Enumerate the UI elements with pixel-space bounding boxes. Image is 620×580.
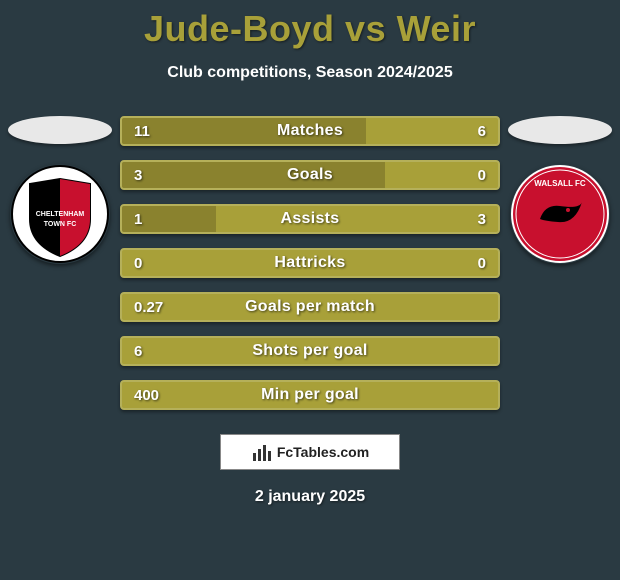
chart-icon (251, 441, 273, 463)
stat-label: Min per goal (122, 382, 498, 408)
stat-label: Assists (122, 206, 498, 232)
stat-row: 0Hattricks0 (120, 248, 500, 278)
stat-label: Goals (122, 162, 498, 188)
stat-label: Goals per match (122, 294, 498, 320)
stat-label: Shots per goal (122, 338, 498, 364)
stat-right-value: 3 (478, 206, 486, 232)
footer-logo: FcTables.com (220, 434, 400, 470)
stat-row: 400Min per goal (120, 380, 500, 410)
svg-text:TOWN FC: TOWN FC (44, 221, 77, 228)
footer-logo-text: FcTables.com (277, 444, 369, 460)
stat-right-value: 0 (478, 162, 486, 188)
page-title: Jude-Boyd vs Weir (0, 0, 620, 50)
stat-row: 0.27Goals per match (120, 292, 500, 322)
stat-row: 6Shots per goal (120, 336, 500, 366)
stat-right-value: 0 (478, 250, 486, 276)
content-area: CHELTENHAM TOWN FC WALSALL FC 11Matches6… (0, 116, 620, 410)
svg-text:WALSALL FC: WALSALL FC (534, 179, 586, 188)
footer-date: 2 january 2025 (0, 488, 620, 506)
right-club-column: WALSALL FC (500, 116, 620, 264)
stats-container: 11Matches63Goals01Assists30Hattricks00.2… (120, 116, 500, 410)
stat-row: 1Assists3 (120, 204, 500, 234)
right-ellipse (508, 116, 612, 144)
stat-row: 3Goals0 (120, 160, 500, 190)
stat-right-value: 6 (478, 118, 486, 144)
left-club-column: CHELTENHAM TOWN FC (0, 116, 120, 264)
walsall-badge-icon: WALSALL FC (510, 164, 610, 264)
left-ellipse (8, 116, 112, 144)
right-club-badge: WALSALL FC (510, 164, 610, 264)
stat-label: Matches (122, 118, 498, 144)
stat-row: 11Matches6 (120, 116, 500, 146)
page-subtitle: Club competitions, Season 2024/2025 (0, 64, 620, 82)
left-club-badge: CHELTENHAM TOWN FC (10, 164, 110, 264)
stat-label: Hattricks (122, 250, 498, 276)
cheltenham-badge-icon: CHELTENHAM TOWN FC (10, 164, 110, 264)
svg-text:CHELTENHAM: CHELTENHAM (36, 211, 85, 218)
